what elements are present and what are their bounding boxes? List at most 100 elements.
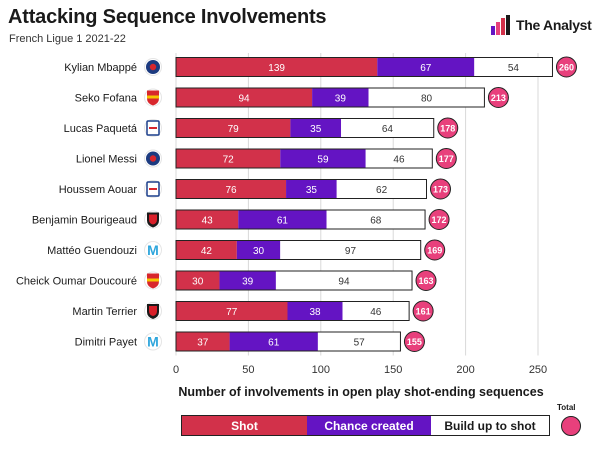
bar-outline	[175, 270, 413, 291]
legend-total-marker	[561, 416, 581, 436]
bar-value-label: 62	[376, 185, 388, 196]
total-label: 178	[440, 124, 455, 134]
player-label: Kylian Mbappé	[64, 62, 137, 74]
lyon-crest-icon	[149, 127, 157, 129]
legend-chance-created: Chance created	[307, 416, 431, 435]
bar-value-label: 77	[226, 307, 238, 318]
chart-title: Attacking Sequence Involvements	[8, 6, 327, 28]
bar-value-label: 35	[310, 124, 322, 135]
total-marker	[437, 117, 459, 139]
bar-value-label: 38	[309, 307, 321, 318]
marseille-crest-icon: M	[147, 242, 159, 258]
bar-value-label: 67	[420, 63, 432, 74]
bar-shot	[176, 88, 313, 107]
x-tick-label: 150	[384, 364, 402, 376]
total-marker	[435, 148, 457, 169]
legend-shot: Shot	[182, 416, 307, 435]
bar-shot	[176, 271, 220, 290]
x-tick-label: 0	[173, 364, 179, 376]
bar-build-up	[368, 88, 485, 107]
lens-crest-icon	[147, 95, 159, 99]
x-tick-label: 50	[242, 364, 254, 376]
bar-value-label: 80	[421, 94, 433, 105]
bar-value-label: 76	[225, 185, 237, 196]
chart-subtitle: French Ligue 1 2021-22	[9, 33, 126, 45]
bar-outline	[175, 57, 553, 77]
bar-outline	[175, 209, 426, 230]
player-label: Lucas Paquetá	[64, 123, 138, 135]
lens-crest-icon	[147, 278, 159, 282]
bar-build-up	[336, 179, 427, 199]
psg-crest-icon	[149, 63, 157, 71]
stacked-bar-chart: 0 50 100 150 200 250 Number of involvements in…	[16, 53, 577, 399]
bar-value-label: 59	[317, 155, 329, 166]
bar-build-up	[317, 332, 401, 351]
total-marker	[412, 300, 434, 322]
player-label: Mattéo Guendouzi	[47, 245, 137, 257]
total-marker	[415, 270, 437, 291]
bar-value-label: 39	[335, 94, 347, 105]
player-label: Seko Fofana	[75, 93, 138, 105]
bar-chance-created	[377, 57, 475, 77]
bar-outline	[175, 148, 433, 169]
bar-chance-created	[287, 301, 343, 321]
bar-value-label: 64	[382, 124, 394, 135]
bar-value-label: 35	[306, 185, 318, 196]
bar-value-label: 97	[345, 246, 357, 257]
brand-name: The Analyst	[516, 17, 592, 33]
bar-shot	[176, 179, 287, 199]
legend: Shot Chance created Build up to shot	[181, 415, 550, 436]
bar-chance-created	[219, 271, 276, 290]
analyst-logo-icon	[491, 15, 510, 35]
bar-chance-created	[280, 149, 366, 168]
bar-value-label: 54	[508, 63, 520, 74]
legend-build-up: Build up to shot	[431, 416, 549, 435]
bar-value-label: 79	[228, 124, 240, 135]
bar-chance-created	[286, 179, 337, 199]
bar-build-up	[341, 118, 434, 138]
x-tick-label: 100	[312, 364, 330, 376]
brand-logo: The Analyst	[490, 14, 600, 38]
bar-value-label: 94	[338, 277, 350, 288]
bar-value-label: 61	[277, 216, 289, 227]
player-label: Martin Terrier	[72, 306, 137, 318]
bar-shot	[176, 210, 239, 229]
rennes-crest-icon	[149, 214, 157, 225]
bar-build-up	[275, 271, 413, 290]
player-label: Houssem Aouar	[59, 184, 138, 196]
legend-total-label: Total	[557, 403, 576, 412]
bar-value-label: 43	[202, 216, 214, 227]
total-label: 163	[419, 276, 434, 286]
x-axis-title: Number of involvements in open play shot…	[178, 385, 543, 399]
player-label: Benjamin Bourigeaud	[32, 215, 137, 227]
bar-shot	[176, 332, 230, 351]
total-label: 169	[427, 246, 442, 256]
bar-chance-created	[236, 240, 281, 260]
bar-value-label: 94	[238, 94, 250, 105]
lyon-crest-icon	[149, 188, 157, 190]
bar-chance-created	[238, 210, 327, 229]
total-label: 177	[439, 154, 454, 164]
total-marker	[430, 178, 452, 200]
psg-crest-icon	[149, 155, 157, 162]
marseille-crest-icon	[144, 332, 162, 351]
bar-build-up	[326, 210, 426, 229]
bar-shot	[176, 118, 291, 138]
bar-shot	[176, 240, 237, 260]
bar-shot	[176, 301, 288, 321]
bar-outline	[175, 87, 485, 108]
bar-chance-created	[312, 88, 369, 107]
bar-value-label: 46	[370, 307, 382, 318]
marseille-crest-icon	[144, 241, 162, 259]
bar-shot	[176, 149, 281, 168]
player-label: Cheick Oumar Doucouré	[16, 276, 137, 288]
bar-value-label: 39	[242, 277, 254, 288]
total-label: 260	[559, 63, 574, 73]
bar-value-label: 42	[201, 246, 213, 257]
total-label: 172	[432, 215, 447, 225]
bar-build-up	[365, 149, 433, 168]
total-marker	[428, 209, 450, 230]
bar-value-label: 61	[268, 338, 280, 349]
total-marker	[424, 239, 446, 261]
bar-outline	[175, 301, 410, 321]
